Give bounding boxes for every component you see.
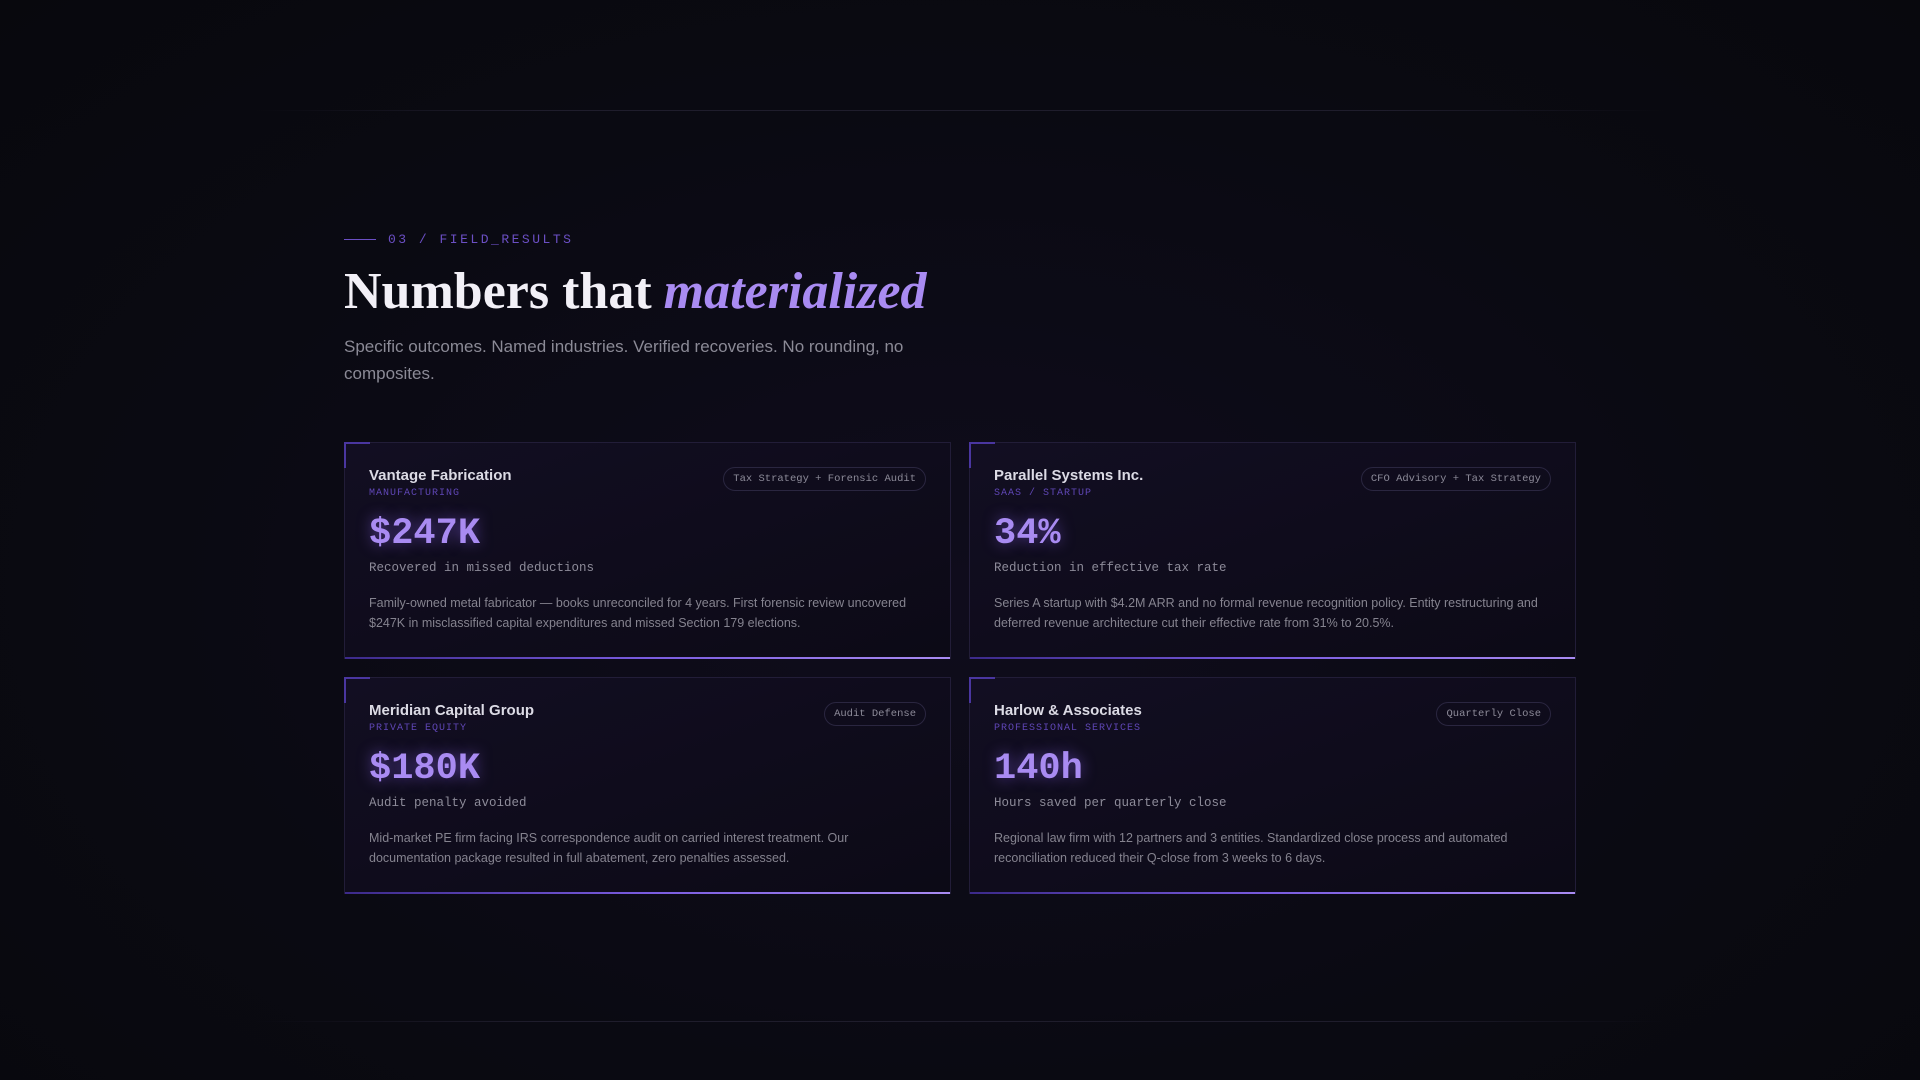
service-tag: CFO Advisory + Tax Strategy	[1360, 467, 1551, 491]
description: Mid-market PE firm facing IRS correspond…	[369, 831, 849, 865]
result-card: Parallel Systems Inc. SAAS / STARTUP CFO A…	[969, 442, 1576, 659]
description: Series A startup with $4.2M ARR and no f…	[994, 596, 1538, 630]
result-card: Vantage Fabrication MANUFACTURING Tax Stra…	[344, 442, 951, 659]
subtitle: Specific outcomes. Named industries. Ver…	[344, 337, 904, 383]
heading-emphasis: materialized	[663, 263, 927, 320]
result-card: Meridian Capital Group PRIVATE EQUITY Audi…	[344, 677, 951, 894]
card-header: Parallel Systems Inc. SAAS / STARTUP CFO A…	[994, 467, 1551, 499]
eyebrow: 03 / FIELD_RESULTS	[344, 232, 1576, 247]
card-header: Harlow & Associates PROFESSIONAL SERVICES…	[994, 702, 1551, 734]
description: Regional law firm with 12 partners and 3…	[994, 831, 1508, 865]
industry: MANUFACTURING	[369, 488, 461, 499]
service-tag: Quarterly Close	[1436, 702, 1551, 726]
divider	[256, 1021, 1664, 1022]
client-name: Meridian Capital Group	[369, 702, 535, 719]
industry: SAAS / STARTUP	[994, 488, 1093, 499]
heading-text: Numbers that	[344, 263, 652, 320]
metric-label: Audit penalty avoided	[369, 796, 527, 810]
heading: Numbers that materialized	[344, 263, 1576, 320]
metric-label: Reduction in effective tax rate	[994, 561, 1227, 575]
metric: 34%	[994, 513, 1061, 555]
client-name: Vantage Fabrication	[369, 467, 512, 484]
card-header: Vantage Fabrication MANUFACTURING Tax Stra…	[369, 467, 926, 499]
card-header: Meridian Capital Group PRIVATE EQUITY Audi…	[369, 702, 926, 734]
metric: $180K	[369, 748, 481, 790]
service-tag: Audit Defense	[824, 702, 926, 726]
card-title-group: Meridian Capital Group PRIVATE EQUITY	[369, 702, 534, 734]
section-header: 03 / FIELD_RESULTS Numbers that materiali…	[344, 232, 1576, 387]
card-title-group: Harlow & Associates PROFESSIONAL SERVICES	[994, 702, 1142, 734]
card-title-group: Parallel Systems Inc. SAAS / STARTUP	[994, 467, 1143, 499]
metric-label: Hours saved per quarterly close	[994, 796, 1227, 810]
card-title-group: Vantage Fabrication MANUFACTURING	[369, 467, 512, 499]
card-grid: Vantage Fabrication MANUFACTURING Tax Stra…	[344, 442, 1576, 894]
description: Family-owned metal fabricator — books un…	[369, 596, 907, 630]
divider	[256, 110, 1664, 111]
metric: $247K	[369, 513, 481, 555]
industry: PROFESSIONAL SERVICES	[994, 723, 1142, 734]
industry: PRIVATE EQUITY	[369, 723, 468, 734]
metric: 140h	[994, 748, 1083, 790]
result-card: Harlow & Associates PROFESSIONAL SERVICES…	[969, 677, 1576, 894]
client-name: Parallel Systems Inc.	[994, 467, 1144, 484]
service-tag: Tax Strategy + Forensic Audit	[723, 467, 926, 491]
client-name: Harlow & Associates	[994, 702, 1142, 719]
metric-label: Recovered in missed deductions	[369, 561, 595, 575]
